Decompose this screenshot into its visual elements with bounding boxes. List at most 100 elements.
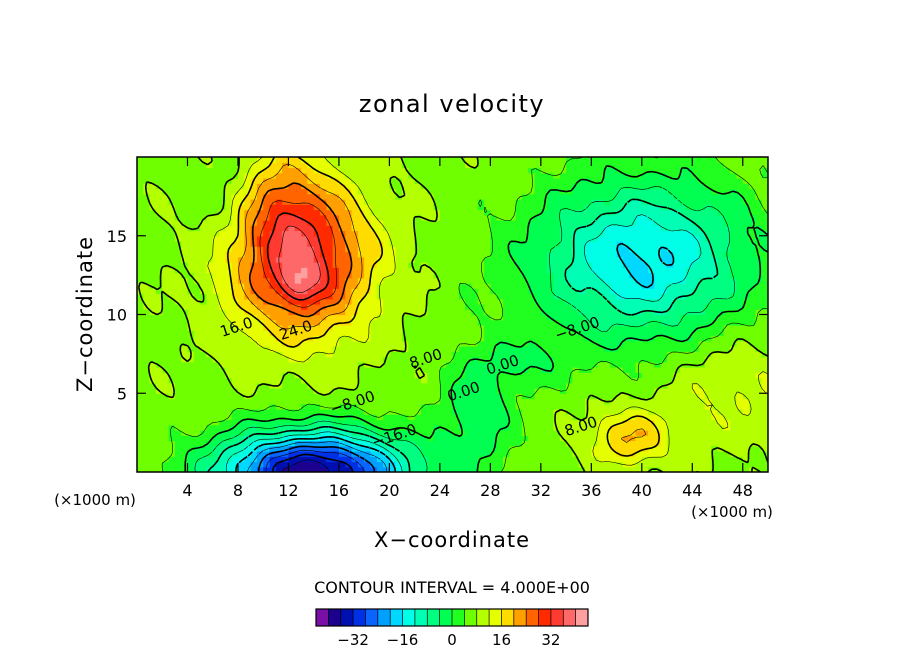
field-cell xyxy=(616,377,624,384)
field-cell xyxy=(307,230,315,237)
field-cell xyxy=(509,398,517,405)
field-cell xyxy=(458,361,466,368)
field-cell xyxy=(711,451,719,457)
field-cell xyxy=(496,340,504,347)
field-cell xyxy=(149,377,157,384)
field-cell xyxy=(332,367,340,373)
field-cell xyxy=(673,361,681,368)
field-cell xyxy=(730,388,738,394)
field-cell xyxy=(723,304,731,310)
field-cell xyxy=(137,445,144,452)
field-cell xyxy=(635,267,643,274)
field-cell xyxy=(357,246,365,253)
field-cell xyxy=(275,456,283,463)
field-cell xyxy=(755,288,763,295)
field-cell xyxy=(193,409,201,415)
field-cell xyxy=(200,335,208,342)
field-cell xyxy=(414,377,422,384)
field-cell xyxy=(484,256,491,263)
field-cell xyxy=(667,293,674,300)
field-cell xyxy=(231,356,239,363)
field-cell xyxy=(439,440,447,447)
field-cell xyxy=(137,262,144,268)
field-cell xyxy=(256,209,264,216)
field-cell xyxy=(496,430,504,436)
field-cell xyxy=(490,283,498,289)
field-cell xyxy=(446,435,454,442)
field-cell xyxy=(616,393,624,400)
field-cell xyxy=(660,241,668,247)
field-cell xyxy=(597,283,605,289)
field-cell xyxy=(540,209,548,216)
field-cell xyxy=(673,298,681,305)
field-cell xyxy=(749,393,756,400)
field-cell xyxy=(275,314,283,321)
field-cell xyxy=(616,246,624,253)
field-cell xyxy=(452,230,460,237)
field-cell xyxy=(181,409,189,415)
field-cell xyxy=(452,277,460,284)
field-cell xyxy=(137,398,144,405)
field-cell xyxy=(547,388,555,394)
field-cell xyxy=(149,430,157,436)
field-cell xyxy=(660,435,668,442)
field-cell xyxy=(641,235,649,242)
field-cell xyxy=(704,277,712,284)
field-cell xyxy=(566,314,573,321)
field-cell xyxy=(572,293,580,300)
field-cell xyxy=(458,351,466,358)
field-cell xyxy=(149,456,157,463)
field-cell xyxy=(244,372,252,379)
field-cell xyxy=(206,382,214,389)
field-cell xyxy=(648,293,656,300)
field-cell xyxy=(553,340,561,347)
field-cell xyxy=(667,346,674,352)
field-cell xyxy=(301,230,308,237)
field-cell xyxy=(502,367,510,373)
field-cell xyxy=(427,319,435,326)
field-cell xyxy=(162,356,170,363)
field-cell xyxy=(408,225,416,232)
field-cell xyxy=(622,451,630,457)
field-cell xyxy=(376,214,384,221)
field-cell xyxy=(509,367,517,373)
field-cell xyxy=(446,456,454,463)
field-cell xyxy=(338,283,346,289)
field-cell xyxy=(446,314,454,321)
field-cell xyxy=(263,398,271,405)
field-cell xyxy=(515,288,523,295)
field-cell xyxy=(648,288,656,295)
field-cell xyxy=(351,241,359,247)
field-cell xyxy=(547,298,555,305)
field-cell xyxy=(275,230,283,237)
field-cell xyxy=(294,241,302,247)
field-cell xyxy=(269,430,277,436)
field-cell xyxy=(629,319,637,326)
field-cell xyxy=(168,214,176,221)
field-cell xyxy=(553,403,561,410)
field-cell xyxy=(446,288,454,295)
field-cell xyxy=(174,466,182,472)
field-cell xyxy=(345,214,353,221)
field-cell xyxy=(389,314,397,321)
field-cell xyxy=(231,419,239,426)
field-cell xyxy=(528,325,536,331)
field-cell xyxy=(357,456,365,463)
field-cell xyxy=(749,346,756,352)
field-cell xyxy=(458,377,466,384)
field-cell xyxy=(616,435,624,442)
field-cell xyxy=(219,319,226,326)
field-cell xyxy=(484,440,491,447)
field-cell xyxy=(200,267,208,274)
field-cell xyxy=(137,440,144,447)
field-cell xyxy=(364,283,372,289)
field-cell xyxy=(559,225,567,232)
field-cell xyxy=(736,304,744,310)
field-cell xyxy=(452,246,460,253)
field-cell xyxy=(679,272,687,279)
field-cell xyxy=(540,277,548,284)
field-cell xyxy=(692,393,700,400)
field-cell xyxy=(458,403,466,410)
field-cell xyxy=(704,430,712,436)
field-cell xyxy=(174,424,182,431)
